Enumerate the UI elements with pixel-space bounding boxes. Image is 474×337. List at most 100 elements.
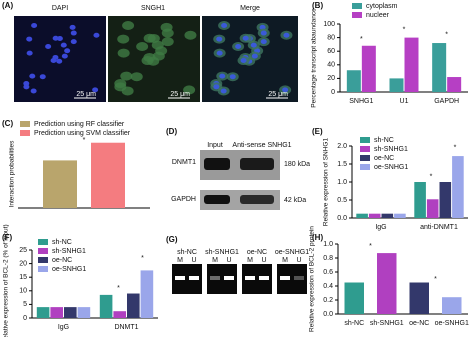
significance: * [454, 145, 457, 152]
size-label: 42 kDa [284, 197, 306, 204]
legend-label: Prediction using RF classifier [34, 121, 125, 128]
cell [122, 21, 135, 31]
bar [368, 213, 381, 218]
row-label: GAPDH [171, 196, 196, 203]
y-tick-label: 0.2 [323, 297, 333, 304]
nucleus [26, 36, 33, 42]
scale-bar-label: 25 μm [76, 91, 96, 98]
x-tick-label: IgG [58, 324, 69, 331]
bar [442, 297, 462, 314]
significance: * [83, 137, 86, 144]
size-label: 180 kDa [284, 161, 310, 168]
nucleus [242, 35, 249, 41]
lane-mark: M [282, 257, 288, 264]
x-tick-label: oe-SNHG1 [435, 320, 469, 327]
panel-label: (G) [166, 235, 178, 244]
bar [356, 213, 368, 218]
y-tick-label: 60 [327, 48, 335, 55]
y-tick-label: 1.0 [337, 179, 347, 186]
nucleus [30, 88, 37, 94]
nucleus [64, 48, 71, 54]
nucleus [260, 30, 267, 36]
bar [64, 307, 77, 318]
panel-label: (F) [2, 233, 13, 242]
cell [161, 37, 174, 47]
nucleus [60, 42, 67, 48]
lane-label: oe-NC [247, 249, 267, 256]
nucleus [26, 50, 33, 56]
bar [439, 182, 452, 218]
nucleus [92, 87, 99, 93]
y-tick-label: 15 [19, 274, 27, 281]
gel-band [210, 276, 220, 280]
legend-swatch [38, 257, 48, 263]
gel-band [294, 276, 304, 280]
lane-label: sh-NC [177, 249, 197, 256]
panel-label: (H) [312, 233, 323, 242]
scale-bar-label: 25 μm [170, 91, 190, 98]
legend-swatch [38, 266, 48, 272]
bar [43, 160, 77, 208]
y-tick-label: 20 [327, 75, 335, 82]
significance: * [141, 255, 144, 262]
cell [136, 42, 149, 52]
bar [344, 282, 364, 314]
legend-label: Prediction using SVM classifier [34, 130, 131, 137]
nucleus [216, 36, 223, 42]
bar [113, 311, 126, 318]
x-tick-label: DNMT1 [114, 324, 138, 331]
y-tick-label: 0 [331, 89, 335, 96]
nucleus [56, 58, 63, 64]
nucleus [229, 74, 236, 80]
column-label: Input [207, 142, 223, 149]
image-title: DAPI [52, 5, 68, 12]
column-label: Anti-sense SNHG1 [232, 142, 291, 149]
cell [183, 85, 196, 95]
lane-label: sh-SNHG1 [205, 249, 239, 256]
y-tick-label: 2.0 [337, 143, 347, 150]
cell [143, 33, 156, 43]
nucleus [221, 23, 228, 29]
x-tick-label: U1 [400, 98, 409, 105]
gel-band [245, 276, 255, 280]
band [240, 158, 274, 170]
y-tick-label: 100 [323, 21, 335, 28]
lane-mark: M [247, 257, 253, 264]
lane-mark: M [177, 257, 183, 264]
image-title: Merge [240, 5, 260, 12]
y-tick-label: 0.8 [323, 255, 333, 262]
x-tick-label: SNHG1 [349, 98, 373, 105]
lane-mark: U [261, 257, 266, 264]
y-axis-label: Percentage transcript abaundance [311, 8, 318, 108]
nucleus [240, 58, 247, 64]
panel-label: (C) [2, 119, 13, 128]
nucleus [70, 30, 77, 36]
band [204, 195, 230, 204]
nucleus [50, 58, 57, 64]
significance: * [360, 36, 363, 43]
nucleus [52, 35, 59, 41]
significance: * [434, 276, 437, 283]
bar [361, 45, 376, 92]
x-tick-label: sh-NC [344, 320, 364, 327]
row-label: DNMT1 [172, 159, 196, 166]
panel-label: (E) [312, 127, 323, 136]
legend-label: sh-NC [374, 137, 394, 144]
cell [151, 40, 164, 50]
bar [99, 294, 113, 318]
legend-swatch [360, 146, 370, 152]
x-tick-label: GAPDH [434, 98, 459, 105]
cell [130, 72, 143, 82]
nucleus [213, 84, 220, 90]
bar [447, 77, 462, 92]
cell [161, 28, 174, 38]
bar [36, 307, 50, 318]
gel-band [175, 276, 185, 280]
nucleus [283, 32, 290, 38]
y-tick-label: 20 [19, 260, 27, 267]
nucleus [70, 39, 77, 45]
bar [50, 307, 63, 318]
nucleus [93, 32, 100, 38]
y-axis-label: Relative expression of SNHG1 [323, 138, 330, 227]
